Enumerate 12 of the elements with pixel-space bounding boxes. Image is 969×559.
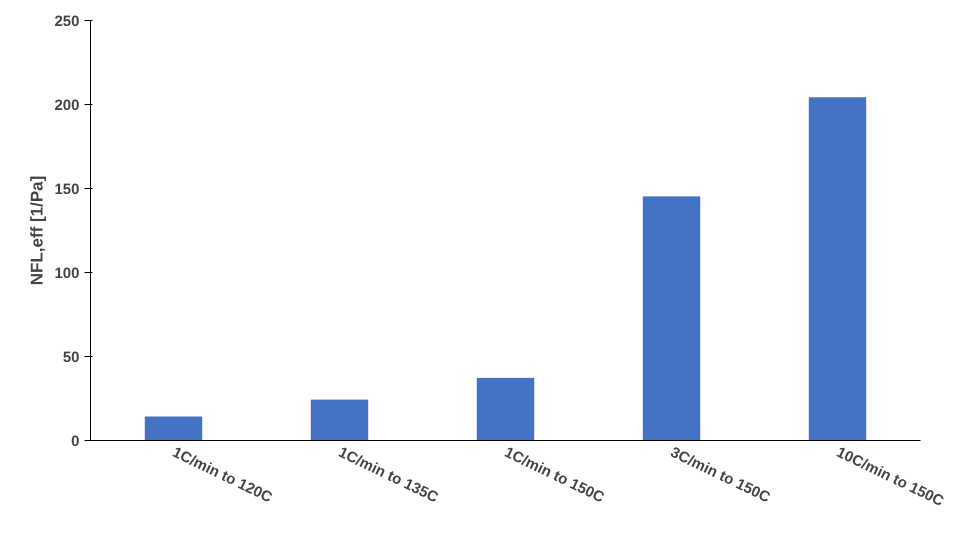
bar bbox=[642, 196, 700, 440]
y-tick-label: 50 bbox=[62, 349, 80, 366]
y-tick-label: 200 bbox=[54, 97, 80, 114]
y-tick-label: 0 bbox=[71, 433, 80, 450]
bar bbox=[808, 97, 866, 440]
y-tick-label: 250 bbox=[54, 13, 80, 30]
y-axis-title: NFL,eff [1/Pa] bbox=[27, 176, 46, 286]
bar bbox=[310, 400, 368, 440]
y-tick-label: 100 bbox=[54, 265, 80, 282]
y-tick-label: 150 bbox=[54, 181, 80, 198]
bar bbox=[476, 378, 534, 440]
bar bbox=[144, 416, 202, 440]
